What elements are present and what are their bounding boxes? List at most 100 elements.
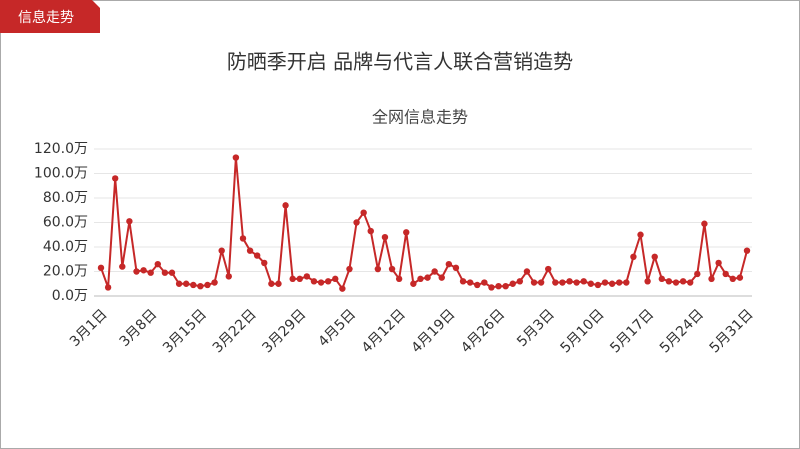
point [601,279,609,286]
point [204,281,211,289]
point [161,269,169,276]
point [672,279,680,286]
point [353,219,360,226]
badge: 信息走势 [18,9,74,26]
point [317,279,325,286]
point [452,264,460,272]
point [324,278,332,285]
point [715,259,722,267]
point [580,278,587,285]
point [637,231,644,238]
point [296,275,303,283]
point [275,280,282,287]
point [225,273,232,280]
point [374,265,382,273]
point [545,265,552,273]
point [268,280,275,287]
point [573,279,580,286]
point [488,284,495,291]
point [289,275,296,283]
point [644,278,651,285]
point [509,280,516,287]
point [466,279,474,286]
point [616,279,623,286]
point [154,260,161,268]
point [381,234,389,241]
point [474,281,481,289]
point [701,220,708,227]
point [708,275,715,283]
point [246,247,254,254]
point [651,253,658,260]
point [282,202,289,209]
point [608,280,616,287]
point [261,259,268,267]
point [133,268,140,275]
point [367,227,374,235]
point [360,209,367,216]
point [594,281,602,289]
point [729,275,737,283]
point [211,279,218,286]
point [481,279,488,286]
point [197,283,204,290]
point [395,275,403,283]
point [658,275,666,283]
point [126,218,133,225]
y-tick-label: 60.0万 [43,215,88,231]
point [694,270,701,278]
point [552,279,559,286]
point [190,281,197,289]
point [253,252,261,259]
point [410,280,417,287]
y-tick-label: 0.0万 [52,288,88,304]
point [119,263,126,270]
point [679,278,687,285]
point [523,268,531,275]
chart-subtitle: 全网信息走势 [372,108,468,127]
point [459,278,467,285]
point [175,280,183,287]
y-tick-label: 80.0万 [43,190,88,206]
point [388,265,396,273]
badge-bg [0,0,100,33]
point [623,279,630,286]
point [168,269,176,276]
point [303,273,311,280]
point [310,278,318,285]
point [566,278,573,285]
point [495,283,502,290]
point [97,264,105,272]
point [736,274,744,281]
point [218,247,225,254]
point [332,275,339,283]
point [346,265,353,273]
point [339,285,346,292]
point [530,279,538,286]
point [630,253,637,260]
point [424,274,431,281]
point [665,278,673,285]
point [147,269,154,276]
point [140,267,147,274]
point [232,154,240,161]
chart-title: 防晒季开启 品牌与代言人联合营销造势 [227,50,573,74]
point [722,270,729,278]
point [743,247,751,254]
point [445,260,453,268]
point [587,280,595,287]
point [104,284,112,291]
point [438,274,445,281]
point [431,268,438,275]
y-tick-label: 20.0万 [43,264,88,280]
point [502,283,509,290]
point [559,279,566,286]
point [516,278,524,285]
y-tick-label: 100.0万 [34,166,88,182]
point [687,279,694,286]
y-tick-label: 40.0万 [43,239,88,255]
point [417,275,424,283]
point [403,229,410,236]
